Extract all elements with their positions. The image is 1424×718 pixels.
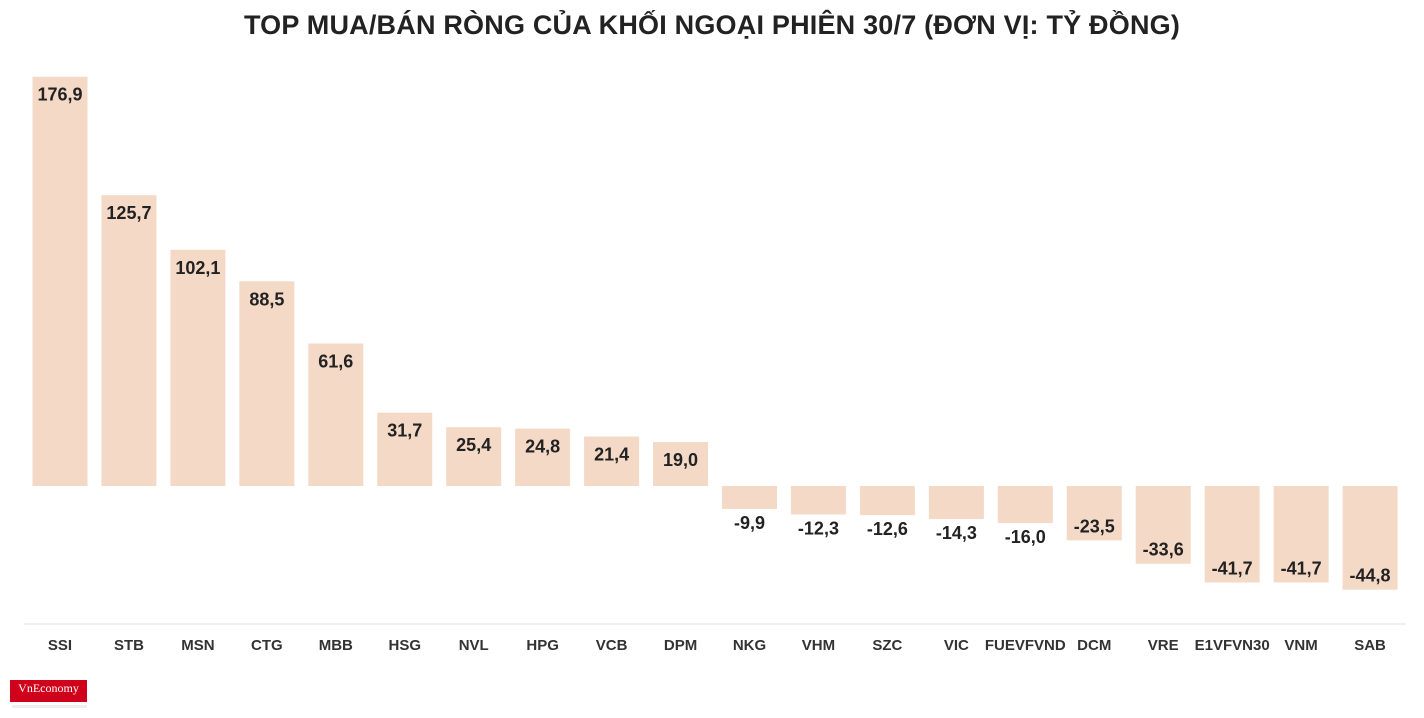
value-label: -41,7 bbox=[1281, 558, 1322, 578]
bar bbox=[997, 486, 1053, 524]
category-label: VCB bbox=[596, 637, 628, 654]
value-label: 31,7 bbox=[387, 421, 422, 441]
value-label: 19,0 bbox=[663, 450, 698, 470]
value-label: -41,7 bbox=[1212, 558, 1253, 578]
bar bbox=[515, 428, 571, 486]
value-label: 61,6 bbox=[318, 351, 353, 371]
category-label: E1VFVN30 bbox=[1195, 637, 1270, 654]
logo-tagline bbox=[12, 705, 87, 708]
category-label: HSG bbox=[388, 637, 421, 654]
category-label: NVL bbox=[459, 637, 489, 654]
bar bbox=[446, 427, 502, 486]
value-label: -33,6 bbox=[1143, 540, 1184, 560]
value-label: 125,7 bbox=[106, 203, 151, 223]
category-label: HPG bbox=[526, 637, 559, 654]
bar bbox=[308, 343, 364, 486]
value-label: 102,1 bbox=[175, 258, 220, 278]
value-label: -12,3 bbox=[798, 518, 839, 538]
value-label: 88,5 bbox=[249, 289, 284, 309]
category-label: MSN bbox=[181, 637, 214, 654]
category-label: MBB bbox=[319, 637, 353, 654]
bar bbox=[1273, 486, 1329, 583]
bar bbox=[1342, 486, 1398, 590]
value-label: 24,8 bbox=[525, 437, 560, 457]
category-label: CTG bbox=[251, 637, 283, 654]
value-label: 25,4 bbox=[456, 435, 491, 455]
category-label: SAB bbox=[1354, 637, 1386, 654]
category-label: DPM bbox=[664, 637, 697, 654]
value-label: -23,5 bbox=[1074, 516, 1115, 536]
category-label: DCM bbox=[1077, 637, 1111, 654]
bar bbox=[1066, 486, 1122, 541]
category-label: SZC bbox=[872, 637, 902, 654]
bar bbox=[1135, 486, 1191, 564]
bar bbox=[32, 76, 88, 486]
bar bbox=[377, 412, 433, 486]
chart-title: TOP MUA/BÁN RÒNG CỦA KHỐI NGOẠI PHIÊN 30… bbox=[243, 10, 1181, 40]
bar bbox=[239, 281, 295, 486]
category-label: STB bbox=[114, 637, 144, 654]
bar bbox=[722, 486, 777, 509]
value-label: -12,6 bbox=[867, 519, 908, 539]
bar bbox=[101, 195, 157, 486]
value-label: 21,4 bbox=[594, 444, 629, 464]
category-label: VRE bbox=[1148, 637, 1179, 654]
value-label: -14,3 bbox=[936, 523, 977, 543]
bar bbox=[859, 486, 915, 516]
category-label: VNM bbox=[1284, 637, 1317, 654]
vneconomy-logo: VnEconomy bbox=[10, 680, 87, 702]
bar bbox=[170, 249, 226, 486]
category-label: VHM bbox=[802, 637, 835, 654]
value-label: -44,8 bbox=[1350, 566, 1391, 586]
bar bbox=[653, 442, 709, 486]
bar bbox=[1204, 486, 1260, 583]
bar bbox=[928, 486, 984, 520]
category-label: NKG bbox=[733, 637, 766, 654]
bar bbox=[584, 436, 640, 486]
bar bbox=[790, 486, 846, 515]
category-label: SSI bbox=[48, 637, 72, 654]
value-label: 176,9 bbox=[37, 85, 82, 105]
value-label: -16,0 bbox=[1005, 527, 1046, 547]
category-label: VIC bbox=[944, 637, 969, 654]
category-label: FUEVFVND bbox=[985, 637, 1066, 654]
value-label: -9,9 bbox=[734, 513, 765, 533]
